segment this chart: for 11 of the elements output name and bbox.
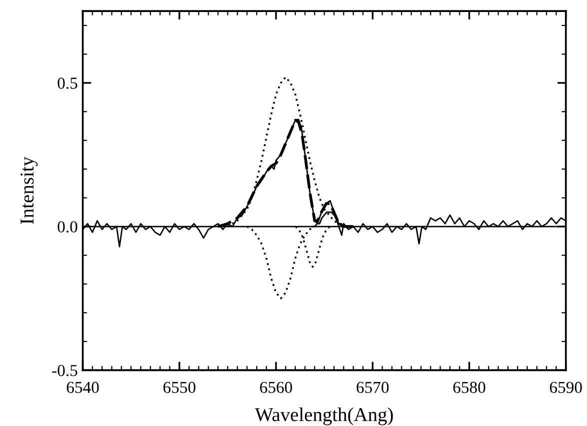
y-tick-label: 0.5 (58, 78, 78, 89)
x-tick-label: 6560 (260, 382, 292, 394)
x-tick-label: 6590 (550, 382, 582, 394)
y-tick-label: -0.5 (52, 364, 78, 376)
x-tick-label: 6570 (356, 382, 389, 394)
x-tick-label: 6540 (66, 382, 99, 394)
y-axis-title: Intensity (20, 156, 38, 224)
x-tick-label: 6580 (453, 382, 486, 394)
x-axis-title: Wavelength(Ang) (254, 408, 393, 426)
y-tick-label: 0.0 (58, 221, 78, 233)
x-tick-label: 6550 (163, 382, 196, 394)
